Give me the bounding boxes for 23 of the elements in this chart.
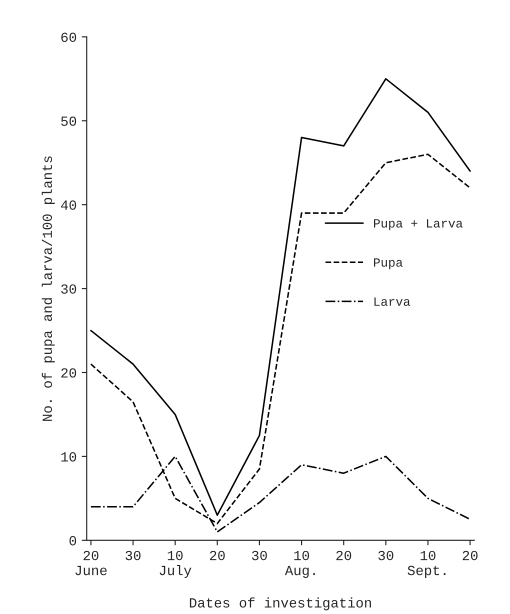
y-tick-label: 40 — [61, 200, 76, 210]
x-tick-label: 30 — [378, 550, 394, 560]
y-tick-label: 0 — [69, 536, 76, 546]
y-tick-label: 20 — [61, 368, 76, 378]
y-axis-title: No. of pupa and larva/100 plants — [42, 156, 55, 421]
x-tick-label: 10 Aug. — [284, 550, 315, 578]
x-tick-label: 20 — [462, 550, 478, 560]
x-tick-label: 20 — [210, 550, 225, 560]
x-tick-label: 10 July — [160, 550, 192, 578]
x-tick-label: 20 June — [75, 550, 107, 576]
x-tick-label: 20 — [336, 550, 352, 560]
line-series — [90, 78, 471, 516]
x-tick-label: 10 Sept. — [408, 550, 446, 578]
y-tick-label: 60 — [61, 32, 76, 42]
x-axis-title: Dates of investigation — [190, 597, 371, 610]
legend-label: Pupa — [374, 258, 403, 270]
legend-label: Larva — [374, 298, 410, 306]
y-tick-label: 10 — [61, 452, 76, 462]
legend-label: Pupa + Larva — [374, 219, 463, 230]
x-tick-label: 30 — [252, 550, 267, 560]
x-tick-label: 30 — [126, 550, 141, 560]
y-tick-label: 50 — [61, 116, 76, 126]
y-tick-label: 30 — [61, 284, 76, 294]
